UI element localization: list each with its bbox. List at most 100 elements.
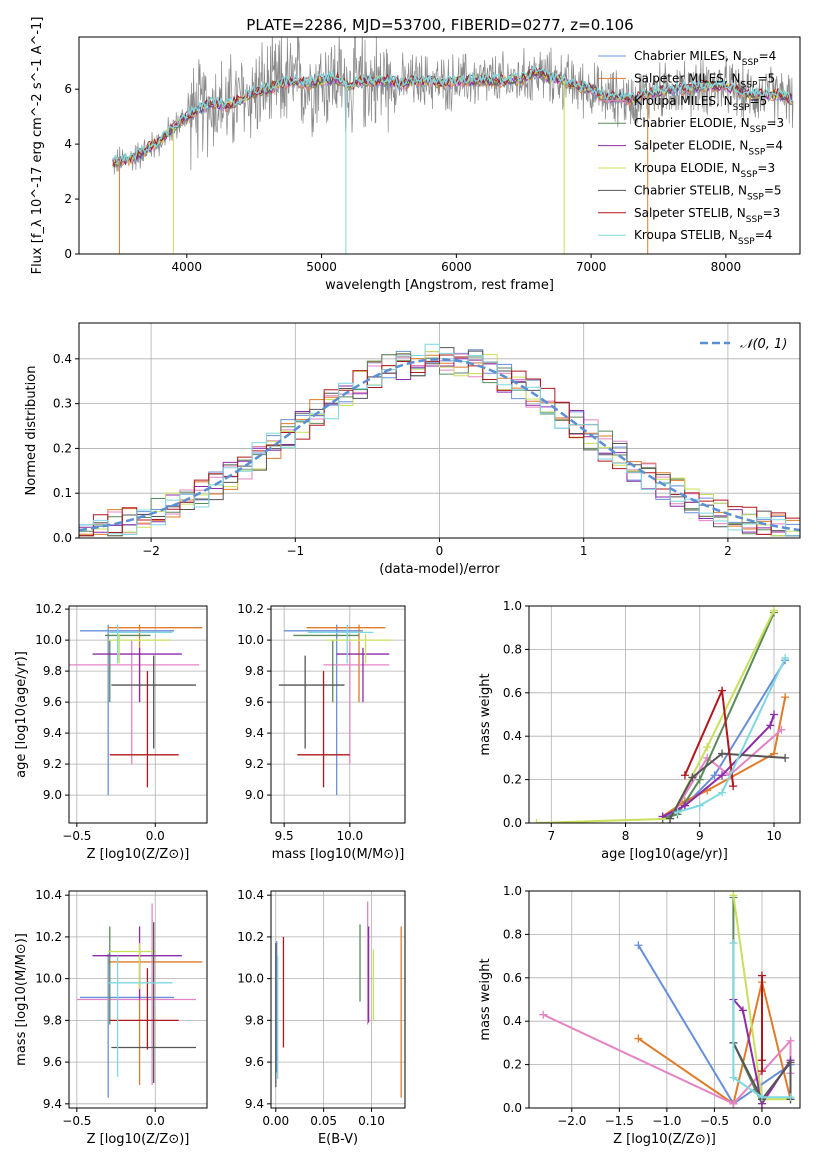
x-tick-label: 0.0	[752, 1114, 771, 1128]
x-tick-label: 8000	[711, 260, 742, 274]
x-tick-label: 5000	[306, 260, 337, 274]
axes-mass_vs_Z: −0.5 0.0 9.4 9.6 9.8 10.0 10.2 10.4 Z [log10(Z/Z…	[14, 888, 208, 1147]
y-tick-label: 10.0	[35, 972, 62, 986]
legend-label: Kroupa STELIB, NSSP=4	[634, 228, 772, 247]
legend-label: 𝒩(0, 1)	[740, 337, 787, 352]
y-tick-label: 10.4	[237, 888, 264, 902]
x-tick-label: 6000	[441, 260, 472, 274]
weight-marker	[688, 773, 697, 782]
x-tick-label: 0.0	[146, 829, 165, 843]
y-tick-label: 4	[64, 137, 72, 151]
y-tick-label: 9.4	[245, 726, 264, 740]
x-tick-label: −1.5	[605, 1114, 634, 1128]
y-tick-label: 9.4	[43, 726, 62, 740]
y-tick-label: 10.0	[237, 633, 264, 647]
y-axis-label: mass [log10(M/M⊙)]	[14, 933, 29, 1066]
axes-frame	[68, 890, 208, 1109]
y-tick-label: 9.6	[245, 1055, 264, 1069]
axes-frame	[528, 890, 801, 1109]
weight-marker	[781, 753, 790, 762]
y-axis-label: mass weight	[478, 958, 493, 1040]
y-tick-label: 0.1	[53, 486, 72, 500]
legend-label: Salpeter ELODIE, NSSP=4	[634, 139, 783, 158]
y-tick-label: 2	[64, 192, 72, 206]
axes-age_vs_Z: −0.5 0.0 9.0 9.2 9.4 9.6 9.8 10.0 10.2 Z [log10(Z…	[14, 602, 208, 862]
model-line-kroupa-stelib	[112, 65, 793, 165]
x-axis-label: mass [log10(M/M⊙)]	[272, 847, 405, 862]
y-tick-label: 0.4	[503, 1014, 522, 1028]
x-tick-label: −0.5	[700, 1114, 729, 1128]
y-tick-label: 10.2	[35, 602, 62, 616]
plot-area-weight_vs_Z	[539, 891, 795, 1108]
weight-marker	[673, 808, 682, 817]
y-tick-label: 0.0	[503, 816, 522, 830]
figure-title: PLATE=2286, MJD=53700, FIBERID=0277, z=0…	[246, 16, 633, 34]
x-tick-label: 0.05	[310, 1114, 337, 1128]
x-axis-label: age [log10(age/yr)]	[601, 847, 728, 862]
y-tick-label: 0.0	[503, 1101, 522, 1115]
x-tick-label: 10.0	[336, 829, 363, 843]
weight-marker	[770, 710, 779, 719]
x-tick-label: 0.0	[146, 1114, 165, 1128]
legend-label: Salpeter STELIB, NSSP=3	[634, 206, 780, 225]
weight-marker	[729, 1099, 738, 1108]
y-tick-label: 9.6	[245, 695, 264, 709]
weight-marker	[718, 771, 727, 780]
weight-marker	[738, 1006, 747, 1015]
weight-line-kroupa-stelib	[677, 657, 787, 814]
y-tick-label: 9.8	[43, 664, 62, 678]
plot-area-mass_vs_Z	[76, 903, 203, 1098]
x-tick-label: 2	[724, 544, 732, 558]
histogram-salpeter-stelib	[79, 354, 800, 538]
x-tick-label: −2	[142, 544, 160, 558]
y-axis-label: mass weight	[478, 673, 493, 755]
x-tick-label: 7	[547, 829, 555, 843]
weight-marker	[781, 693, 790, 702]
legend-label: Kroupa MILES, NSSP=5	[634, 94, 767, 113]
axes-weight_vs_age: 7 8 9 10 0.0 0.2 0.4 0.6 0.8 1.0 age [log10(age/yr…	[478, 599, 801, 862]
weight-marker	[634, 941, 643, 950]
y-tick-label: 9.4	[43, 1097, 62, 1111]
axes-spectrum: 4000 5000 6000 7000 8000 0 2 4 6 wavelength [Angs…	[30, 17, 801, 293]
y-tick-label: 0.8	[503, 927, 522, 941]
legend-label: Chabrier MILES, NSSP=4	[634, 49, 776, 68]
weight-marker	[757, 1093, 766, 1102]
x-axis-label: Z [log10(Z/Z⊙)]	[87, 1132, 190, 1147]
x-tick-label: 0.00	[262, 1114, 289, 1128]
y-tick-label: 10.0	[35, 633, 62, 647]
y-tick-label: 9.4	[245, 1097, 264, 1111]
legend-label: Chabrier STELIB, NSSP=5	[634, 183, 782, 202]
x-axis-label: wavelength [Angstrom, rest frame]	[325, 278, 554, 293]
axes-age_vs_mass: 9.5 10.0 9.0 9.2 9.4 9.6 9.8 10.0 10.2 mass [log1…	[237, 602, 406, 862]
spectrum-legend: Chabrier MILES, NSSP=4 Salpeter MILES, NS…	[598, 49, 784, 247]
x-tick-label: 0.10	[358, 1114, 385, 1128]
y-tick-label: 0.8	[503, 642, 522, 656]
weight-marker	[757, 971, 766, 980]
weight-marker	[539, 1010, 548, 1019]
y-tick-label: 0.2	[503, 1058, 522, 1072]
y-tick-label: 6	[64, 82, 72, 96]
x-tick-label: −1	[286, 544, 304, 558]
x-tick-label: 10	[766, 829, 781, 843]
normal-reference-curve	[79, 358, 800, 532]
plot-area-mass_vs_ebv	[275, 901, 402, 1098]
plot-area-residuals	[79, 343, 800, 538]
weight-marker	[695, 775, 704, 784]
y-tick-label: 10.2	[237, 602, 264, 616]
plot-area-spectrum	[112, 37, 794, 254]
weight-marker	[680, 771, 689, 780]
weight-marker	[710, 771, 719, 780]
x-tick-label: 8	[622, 829, 630, 843]
weight-marker	[695, 801, 704, 810]
y-tick-label: 0	[64, 247, 72, 261]
y-tick-label: 10.2	[35, 930, 62, 944]
y-tick-label: 0.2	[503, 773, 522, 787]
y-axis-label: Flux [f_λ 10^-17 erg cm^-2 s^-1 A^-1]	[30, 17, 45, 275]
x-tick-label: −2.0	[557, 1114, 586, 1128]
x-tick-label: 0	[436, 544, 444, 558]
weight-marker	[757, 1067, 766, 1076]
y-tick-label: 1.0	[503, 599, 522, 613]
weight-marker	[718, 788, 727, 797]
y-tick-label: 0.4	[503, 729, 522, 743]
